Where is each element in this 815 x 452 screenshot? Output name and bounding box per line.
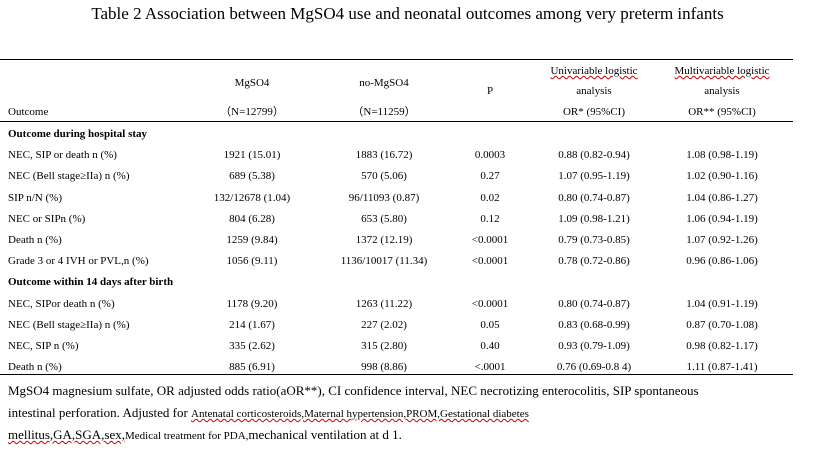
outcome-cell: NEC, SIP n (%) [8, 340, 79, 352]
univariable-or-cell: 0.88 (0.82-0.94) [558, 149, 630, 162]
p-value-cell: <0.0001 [471, 255, 509, 268]
multivariable-or-cell: 1.04 (0.86-1.27) [686, 191, 758, 204]
header-no-mgso4: no-MgSO4 [359, 77, 409, 89]
multivariable-or-cell: 1.07 (0.92-1.26) [686, 234, 758, 246]
no-mgso4-cell: 1883 (16.72) [355, 149, 413, 162]
section-label: Outcome within 14 days after birth [8, 276, 174, 289]
header-univariable-1: Univariable logistic [550, 65, 638, 77]
p-value-cell: 0.05 [480, 318, 500, 331]
univariable-or-cell: 1.07 (0.95-1.19) [558, 170, 630, 183]
multivariable-or-cell: 0.96 (0.86-1.06) [686, 255, 758, 268]
outcome-cell: NEC (Bell stage≥IIa) n (%) [8, 170, 130, 183]
mgso4-cell: 1259 (9.84) [226, 234, 278, 246]
outcome-cell: NEC, SIP or death n (%) [8, 149, 117, 162]
multivariable-or-cell: 1.02 (0.90-1.16) [686, 170, 758, 183]
outcome-cell: Grade 3 or 4 IVH or PVL,n (%) [8, 255, 149, 268]
univariable-or-cell: 0.80 (0.74-0.87) [558, 191, 630, 204]
header-outcome: Outcome [8, 106, 49, 118]
table-title: Table 2 Association between MgSO4 use an… [91, 4, 724, 23]
multivariable-or-cell: 0.98 (0.82-1.17) [686, 340, 758, 352]
p-value-cell: <.0001 [474, 361, 506, 374]
p-value-cell: 0.0003 [474, 149, 506, 162]
mgso4-cell: 1056 (9.11) [226, 255, 278, 268]
multivariable-or-cell: 0.87 (0.70-1.08) [686, 318, 758, 331]
univariable-or-cell: 0.80 (0.74-0.87) [558, 297, 630, 310]
footnote-adjusted-list: Antenatal corticosteroids,Maternal hyper… [191, 408, 529, 420]
no-mgso4-cell: 570 (5.06) [361, 170, 407, 183]
header-univariable-2: analysis [576, 85, 612, 97]
p-value-cell: <0.0001 [471, 297, 509, 310]
footnote-line-3-start: mellitus,GA,SGA,sex, [8, 427, 125, 442]
multivariable-or-cell: 1.08 (0.98-1.19) [686, 149, 758, 162]
multivariable-or-cell: 1.04 (0.91-1.19) [686, 297, 758, 310]
header-multivariable-1: Multivariable logistic [674, 64, 769, 78]
mgso4-cell: 214 (1.67) [229, 318, 275, 331]
section-label: Outcome during hospital stay [8, 128, 148, 140]
header-no-mgso4-n: （N=11259） [352, 106, 416, 118]
mgso4-cell: 132/12678 (1.04) [213, 191, 291, 204]
p-value-cell: 0.12 [480, 212, 500, 225]
header-rule [0, 121, 793, 122]
univariable-or-cell: 1.09 (0.98-1.21) [558, 212, 630, 225]
footnote-ventilation: mechanical ventilation at d 1. [248, 427, 402, 442]
outcome-cell: NEC, SIPor death n (%) [8, 297, 115, 310]
footnote-line-2-start: intestinal perforation. Adjusted for [8, 405, 192, 420]
no-mgso4-cell: 1263 (11.22) [355, 297, 413, 310]
no-mgso4-cell: 998 (8.86) [361, 361, 407, 374]
table-top-rule [0, 59, 793, 60]
header-p: P [486, 85, 494, 97]
mgso4-cell: 1921 (15.01) [223, 149, 281, 162]
footnote-pda: Medical treatment for PDA, [125, 430, 249, 442]
mgso4-cell: 689 (5.38) [229, 170, 275, 183]
footnote-line-1: MgSO4 magnesium sulfate, OR adjusted odd… [8, 383, 699, 398]
mgso4-cell: 335 (2.62) [229, 340, 275, 352]
outcome-cell: NEC or SIPn (%) [8, 212, 86, 225]
header-mgso4-n: （N=12799） [220, 106, 284, 118]
multivariable-or-cell: 1.11 (0.87-1.41) [686, 361, 758, 374]
footnote-line-2: intestinal perforation. Adjusted for Ant… [8, 405, 529, 421]
univariable-or-cell: 0.78 (0.72-0.86) [558, 255, 630, 268]
outcome-cell: NEC (Bell stage≥IIa) n (%) [8, 318, 130, 331]
no-mgso4-cell: 315 (2.80) [361, 340, 407, 352]
footnote-line-3: mellitus,GA,SGA,sex,Medical treatment fo… [8, 427, 402, 443]
header-multivariable-3: OR** (95%CI) [688, 106, 756, 118]
no-mgso4-cell: 1372 (12.19) [355, 234, 413, 246]
univariable-or-cell: 0.76 (0.69-0.8 4) [556, 361, 632, 374]
table-bottom-rule [0, 374, 793, 375]
mgso4-cell: 1178 (9.20) [226, 297, 278, 310]
outcome-cell: Death n (%) [8, 361, 62, 374]
univariable-or-cell: 0.83 (0.68-0.99) [558, 318, 630, 331]
no-mgso4-cell: 96/11093 (0.87) [348, 191, 420, 204]
p-value-cell: 0.02 [480, 191, 500, 204]
no-mgso4-cell: 227 (2.02) [361, 318, 407, 331]
p-value-cell: 0.27 [480, 170, 500, 183]
header-multivariable-2: analysis [704, 85, 740, 97]
header-multivariable-1-text: Multivariable logistic [674, 65, 770, 77]
header-mgso4: MgSO4 [234, 77, 270, 89]
multivariable-or-cell: 1.06 (0.94-1.19) [686, 212, 758, 225]
univariable-or-cell: 0.79 (0.73-0.85) [558, 234, 630, 246]
header-univariable-3: OR* (95%CI) [562, 106, 626, 118]
mgso4-cell: 804 (6.28) [229, 212, 275, 225]
p-value-cell: <0.0001 [471, 234, 509, 246]
mgso4-cell: 885 (6.91) [229, 361, 275, 374]
p-value-cell: 0.40 [480, 340, 500, 352]
no-mgso4-cell: 653 (5.80) [361, 212, 407, 225]
outcome-cell: Death n (%) [8, 234, 62, 246]
no-mgso4-cell: 1136/10017 (11.34) [340, 255, 428, 268]
univariable-or-cell: 0.93 (0.79-1.09) [558, 340, 630, 352]
outcome-cell: SIP n/N (%) [8, 191, 62, 204]
